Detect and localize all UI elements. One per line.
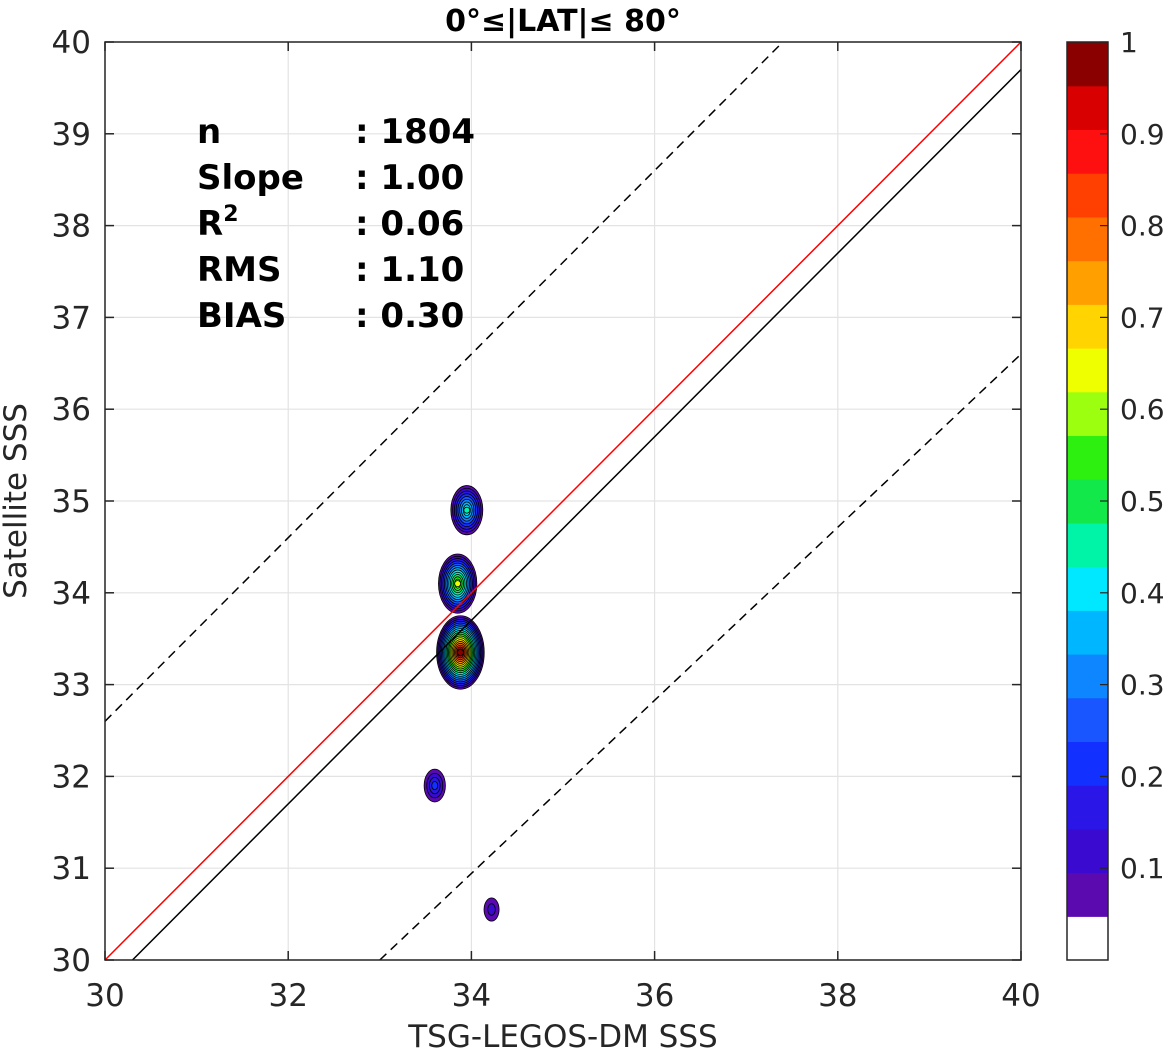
colorbar-segment-1	[1067, 872, 1108, 917]
colorbar-segment-12	[1067, 391, 1108, 437]
reference-line-1:1	[105, 42, 1021, 960]
stat-label-4: BIAS	[197, 296, 286, 336]
y-tick-label-7: 37	[52, 300, 91, 336]
y-axis-ticks: 30 31 32 33 34 35 36 37 38 39 40	[52, 25, 1021, 979]
y-tick-label-5: 35	[52, 484, 91, 520]
stat-label-0: n	[197, 112, 221, 152]
x-tick-label-5: 40	[1001, 978, 1040, 1014]
y-tick-label-8: 38	[52, 209, 91, 245]
colorbar-segment-0	[1067, 916, 1108, 961]
reference-line-upper	[105, 42, 784, 722]
stat-value-2: : 0.06	[355, 204, 464, 244]
colorbar-segment-5	[1067, 697, 1108, 743]
x-tick-label-3: 36	[635, 978, 674, 1014]
colorbar-segment-20	[1067, 42, 1108, 87]
y-tick-label-10: 40	[52, 25, 91, 61]
x-tick-label-4: 38	[818, 978, 857, 1014]
colorbar-tick-label-1: 0.2	[1120, 760, 1165, 793]
colorbar-segment-8	[1067, 566, 1108, 611]
x-tick-label-1: 32	[268, 978, 307, 1014]
stat-label-1: Slope	[197, 158, 304, 198]
y-tick-label-1: 31	[52, 851, 91, 887]
colorbar-segment-2	[1067, 828, 1108, 874]
colorbar-tick-label-2: 0.3	[1120, 669, 1165, 702]
colorbar-segment-17	[1067, 173, 1108, 218]
x-axis-ticks: 30 32 34 36 38 40	[85, 42, 1041, 1014]
density-contours	[423, 485, 500, 922]
colorbar-segment-4	[1067, 741, 1108, 786]
x-axis-label: TSG-LEGOS-DM SSS	[407, 1019, 717, 1055]
grid	[104, 41, 1022, 961]
x-tick-label-2: 34	[452, 978, 491, 1014]
reference-lines	[105, 42, 1021, 960]
density-level-3-4	[431, 781, 439, 791]
x-tick-label-0: 30	[85, 978, 124, 1014]
colorbar-tick-label-4: 0.5	[1120, 485, 1165, 518]
density-level-0-20	[457, 649, 464, 656]
colorbar: 0.1 0.2 0.3 0.4 0.5 0.6 0.7 0.8 0.9 1	[1066, 26, 1165, 961]
stat-value-1: : 1.00	[355, 158, 464, 198]
y-tick-label-9: 39	[52, 117, 91, 153]
colorbar-segment-14	[1067, 304, 1108, 349]
colorbar-tick-label-3: 0.4	[1120, 577, 1165, 610]
colorbar-segment-3	[1067, 785, 1108, 830]
stat-value-3: : 1.10	[355, 250, 464, 290]
y-axis-label: Satellite SSS	[0, 403, 34, 599]
colorbar-segment-6	[1067, 654, 1108, 699]
reference-line-lower	[379, 353, 1021, 960]
y-tick-label-0: 30	[52, 943, 91, 979]
y-tick-label-2: 32	[52, 759, 91, 795]
colorbar-segment-16	[1067, 216, 1108, 262]
colorbar-segment-18	[1067, 129, 1108, 174]
colorbar-segment-9	[1067, 522, 1108, 568]
stat-value-0: : 1804	[355, 112, 475, 152]
y-tick-label-6: 36	[52, 392, 91, 428]
colorbar-segment-19	[1067, 85, 1108, 131]
reference-line-fit	[131, 69, 1021, 960]
stat-label-3: RMS	[197, 250, 282, 290]
colorbar-tick-label-5: 0.6	[1120, 393, 1165, 426]
chart-title: 0°≤|LAT|≤ 80°	[445, 4, 681, 39]
colorbar-tick-label-6: 0.7	[1120, 301, 1165, 334]
y-tick-label-4: 34	[52, 576, 91, 612]
colorbar-tick-label-9: 1	[1120, 26, 1138, 59]
colorbar-tick-label-0: 0.1	[1120, 852, 1165, 885]
colorbar-tick-label-8: 0.9	[1120, 118, 1165, 151]
colorbar-segment-11	[1067, 435, 1108, 480]
colorbar-segment-13	[1067, 348, 1108, 393]
density-level-4-2	[487, 903, 496, 916]
colorbar-segment-7	[1067, 610, 1108, 655]
density-level-2-9	[463, 506, 471, 514]
colorbar-segment-15	[1067, 260, 1108, 305]
y-tick-label-3: 33	[52, 668, 91, 704]
density-level-1-13	[454, 580, 462, 588]
colorbar-tick-label-7: 0.8	[1120, 210, 1165, 243]
stat-value-4: : 0.30	[355, 296, 464, 336]
